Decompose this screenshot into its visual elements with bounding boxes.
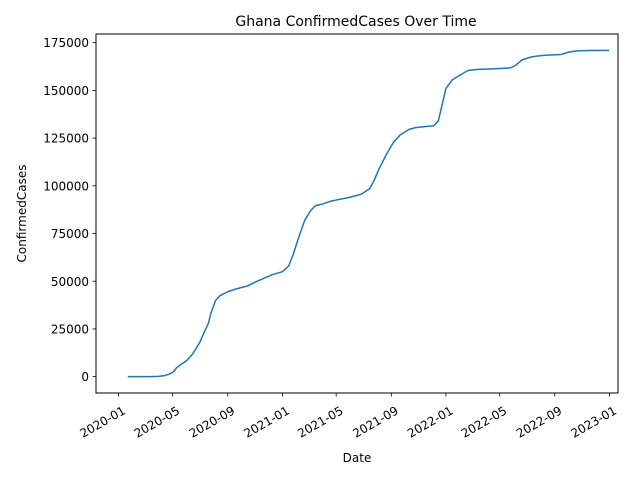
- axes-frame: [95, 33, 619, 394]
- y-tick-label: 100000: [43, 179, 89, 193]
- y-tick-label: 25000: [51, 322, 89, 336]
- y-tick-label: 75000: [51, 227, 89, 241]
- y-tick-label: 50000: [51, 275, 89, 289]
- y-tick-label: 0: [81, 370, 89, 384]
- x-axis-label: Date: [343, 451, 372, 465]
- y-tick-label: 125000: [43, 132, 89, 146]
- y-axis: 0 25000 50000 75000 100000 125000 150000 175000: [43, 36, 96, 384]
- y-tick-label: 175000: [43, 36, 89, 50]
- y-tick-label: 150000: [43, 84, 89, 98]
- chart-title: Ghana ConfirmedCases Over Time: [235, 14, 476, 30]
- y-axis-label: ConfirmedCases: [15, 165, 29, 263]
- plot-area: [127, 49, 610, 378]
- series-line: [127, 49, 610, 378]
